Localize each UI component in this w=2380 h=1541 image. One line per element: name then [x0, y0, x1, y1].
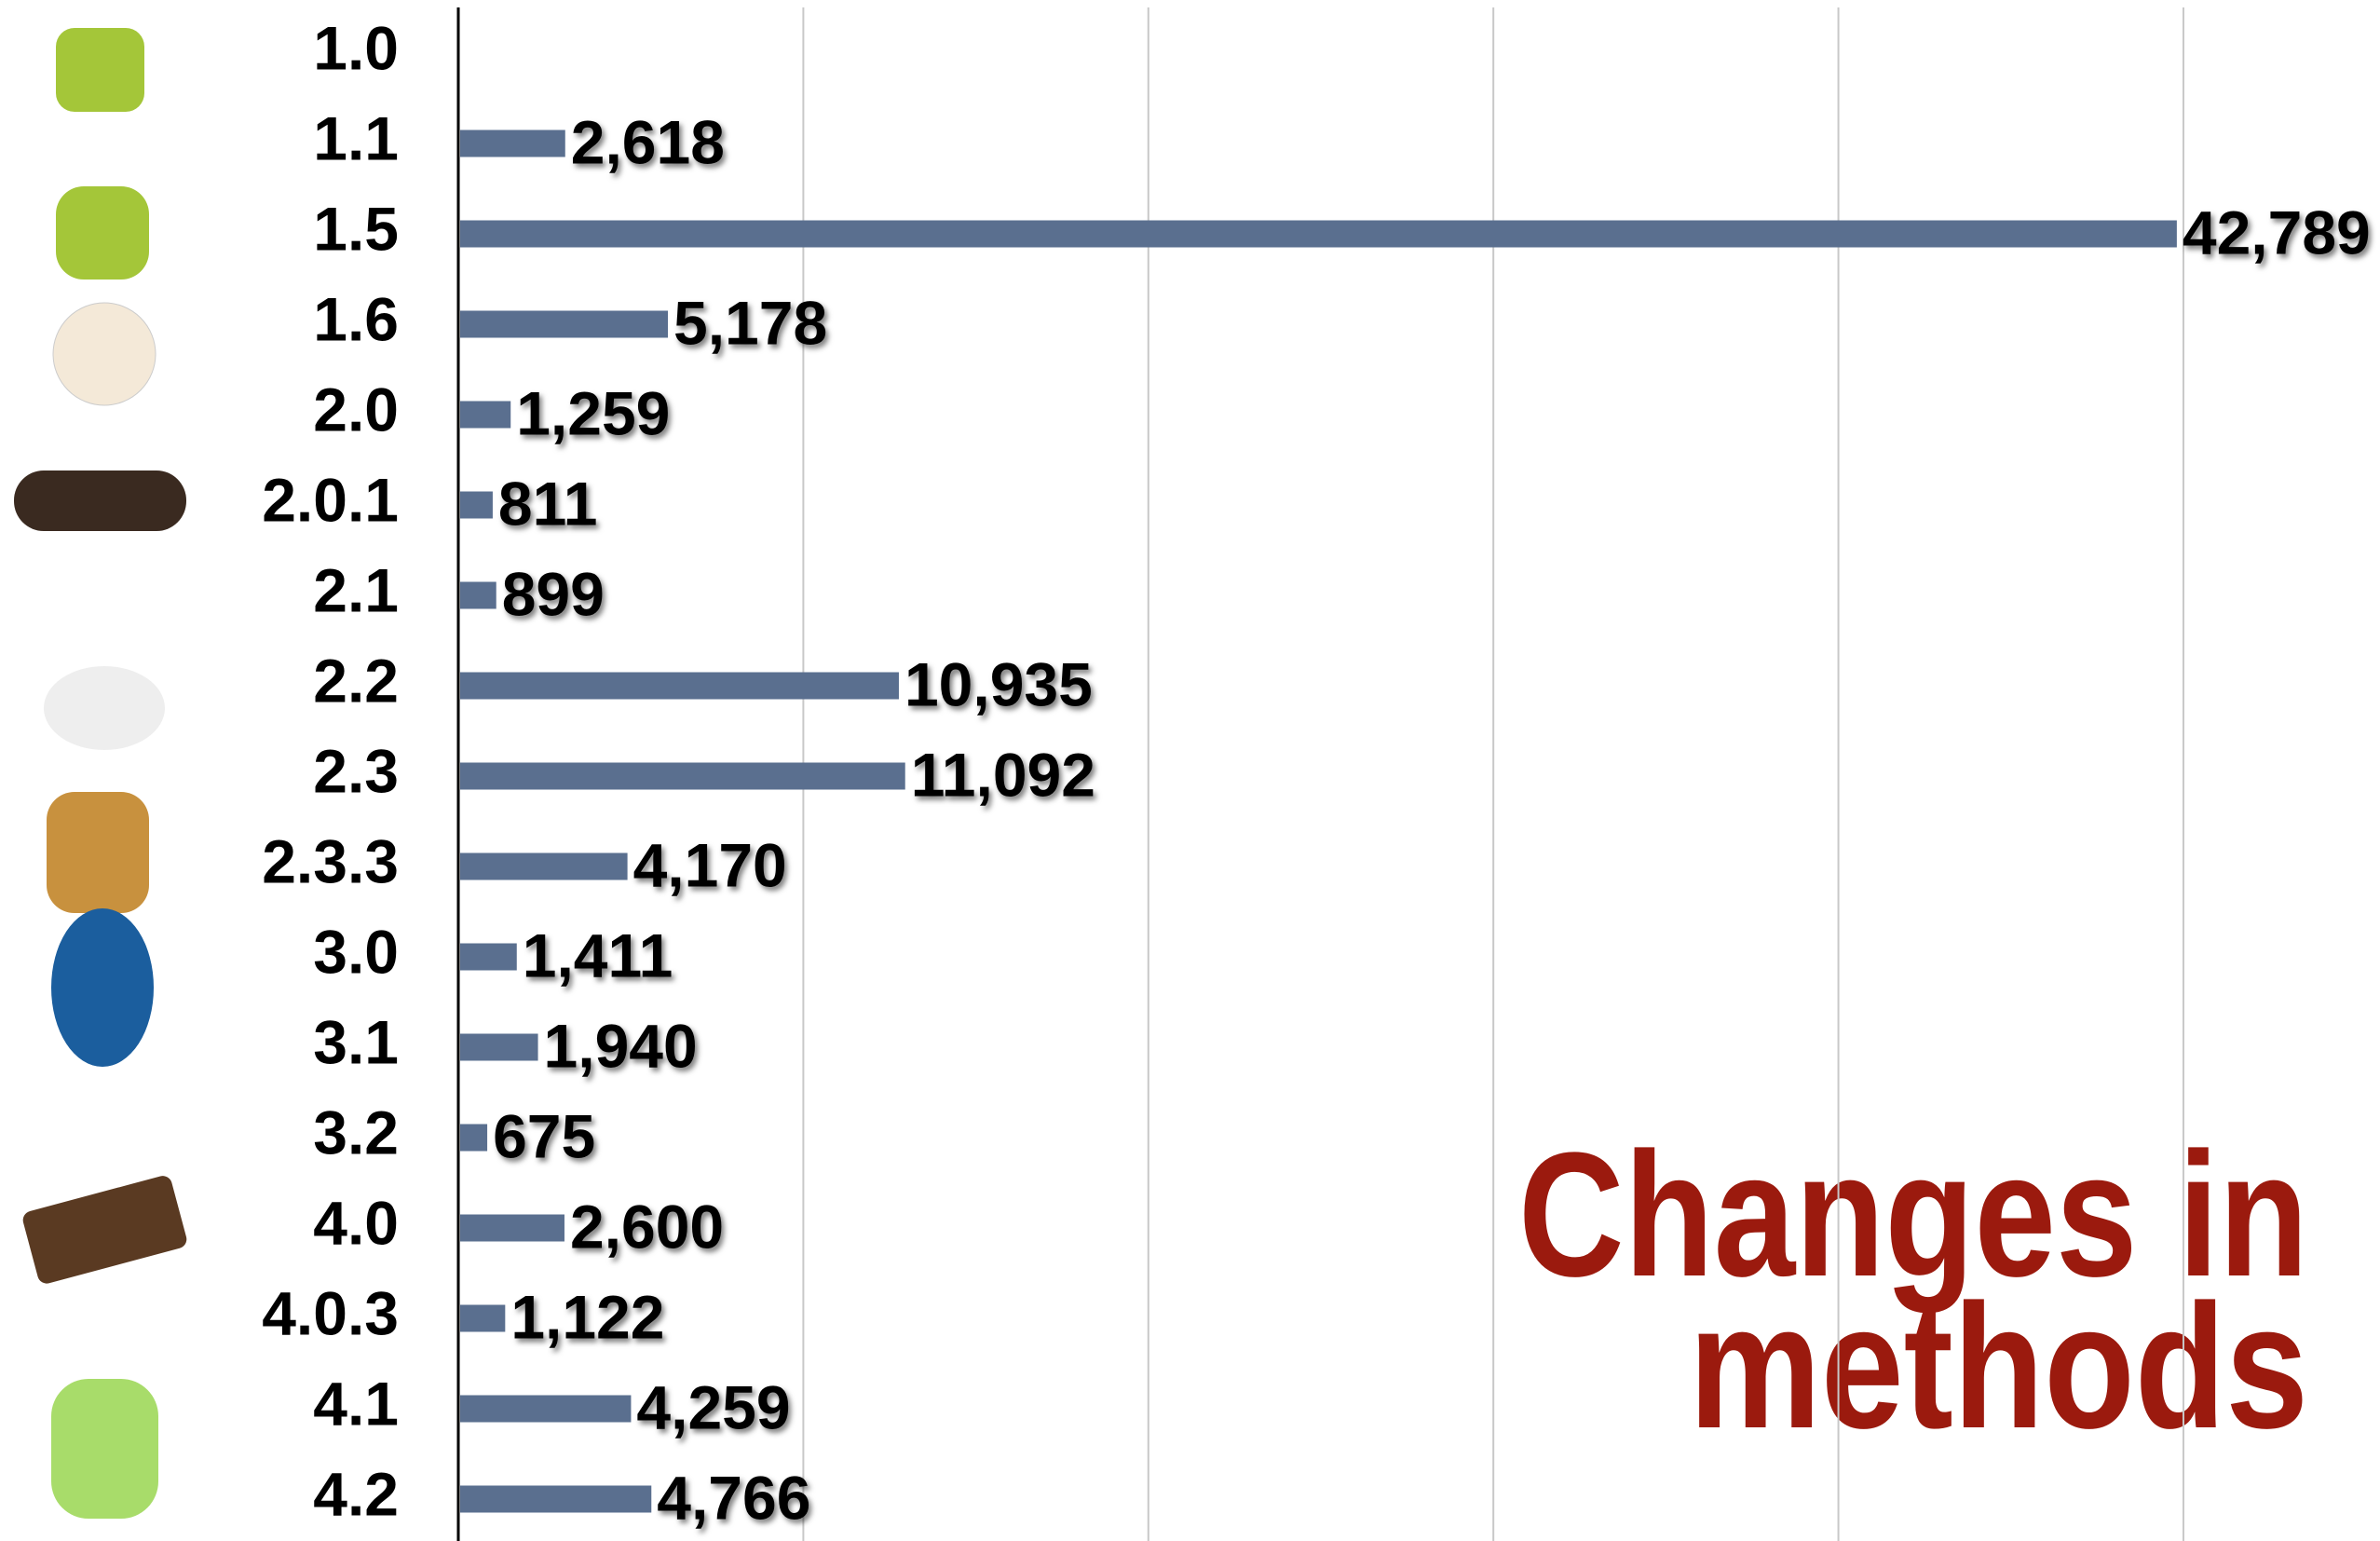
y-tick-label: 2.3.3	[262, 826, 399, 895]
data-label: 42,789	[2183, 198, 2371, 266]
y-tick-label: 1.6	[313, 284, 399, 353]
bar	[460, 581, 496, 609]
bar	[460, 762, 905, 790]
y-tick-label: 2.2	[313, 646, 399, 715]
y-tick-label: 3.1	[313, 1007, 399, 1076]
bar	[460, 1304, 506, 1332]
bar	[460, 1033, 538, 1061]
data-label: 2,618	[571, 107, 725, 176]
data-label: 4,766	[657, 1463, 810, 1532]
y-tick-label: 4.0.3	[262, 1278, 399, 1347]
y-tick-label: 2.3	[313, 736, 399, 805]
data-label: 1,411	[523, 921, 673, 989]
y-tick-label: 1.0	[313, 13, 399, 82]
bar	[460, 672, 899, 700]
icon	[22, 1176, 187, 1284]
icon	[52, 302, 156, 406]
data-label: 10,935	[904, 649, 1093, 718]
y-tick-label: 4.1	[313, 1369, 399, 1438]
data-label: 11,092	[911, 740, 1095, 809]
icon	[56, 28, 144, 112]
icon	[56, 186, 149, 280]
bar	[460, 1395, 632, 1423]
bar	[460, 130, 565, 157]
bar	[460, 491, 493, 519]
bar	[460, 852, 628, 880]
y-tick-label: 4.2	[313, 1459, 399, 1528]
icon	[47, 792, 149, 913]
icon	[51, 1379, 158, 1519]
bar	[460, 401, 511, 429]
y-tick-label: 4.0	[313, 1188, 399, 1257]
data-label: 1,122	[510, 1282, 664, 1351]
data-label: 5,178	[673, 288, 827, 357]
y-tick-label: 2.0	[313, 375, 399, 443]
data-label: 4,259	[636, 1372, 790, 1441]
chart-title: Changes in	[1518, 1116, 2308, 1314]
bar	[460, 1485, 652, 1513]
y-tick-label: 1.5	[313, 194, 399, 263]
bar	[460, 1124, 488, 1152]
bar	[460, 943, 517, 971]
bar	[460, 1214, 564, 1242]
y-tick-label: 3.0	[313, 917, 399, 986]
bar	[460, 220, 2177, 248]
data-label: 811	[498, 469, 597, 538]
data-label: 675	[493, 1101, 595, 1170]
chart-title: methods	[1689, 1268, 2308, 1466]
y-tick-label: 1.1	[313, 103, 399, 172]
data-label: 4,170	[633, 830, 787, 899]
version-icons	[14, 28, 187, 1519]
icon	[51, 908, 154, 1067]
icon	[44, 666, 165, 750]
data-label: 1,940	[544, 1011, 698, 1080]
y-tick-label: 2.0.1	[262, 465, 399, 534]
icon	[14, 470, 186, 531]
y-tick-label: 3.2	[313, 1098, 399, 1166]
y-tick-label: 2.1	[313, 555, 399, 624]
data-label: 1,259	[516, 378, 670, 447]
data-label: 2,600	[570, 1192, 724, 1261]
bar	[460, 310, 669, 338]
data-label: 899	[502, 559, 605, 628]
